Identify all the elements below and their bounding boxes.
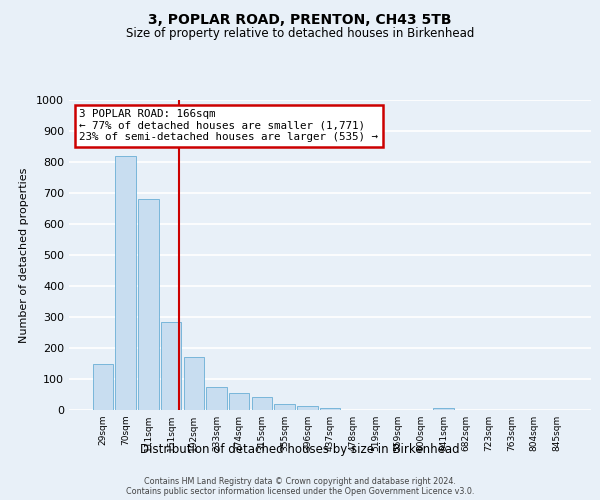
Bar <box>161 322 181 410</box>
Bar <box>229 393 250 410</box>
Bar <box>433 408 454 410</box>
Bar <box>274 404 295 410</box>
Bar <box>138 199 158 410</box>
Text: Size of property relative to detached houses in Birkenhead: Size of property relative to detached ho… <box>126 28 474 40</box>
Bar <box>206 387 227 410</box>
Text: 3, POPLAR ROAD, PRENTON, CH43 5TB: 3, POPLAR ROAD, PRENTON, CH43 5TB <box>148 12 452 26</box>
Y-axis label: Number of detached properties: Number of detached properties <box>19 168 29 342</box>
Text: Distribution of detached houses by size in Birkenhead: Distribution of detached houses by size … <box>140 444 460 456</box>
Bar <box>184 358 204 410</box>
Bar <box>115 156 136 410</box>
Bar <box>93 364 113 410</box>
Bar <box>251 397 272 410</box>
Text: Contains public sector information licensed under the Open Government Licence v3: Contains public sector information licen… <box>126 486 474 496</box>
Text: Contains HM Land Registry data © Crown copyright and database right 2024.: Contains HM Land Registry data © Crown c… <box>144 476 456 486</box>
Bar <box>297 406 317 410</box>
Bar <box>320 408 340 410</box>
Text: 3 POPLAR ROAD: 166sqm
← 77% of detached houses are smaller (1,771)
23% of semi-d: 3 POPLAR ROAD: 166sqm ← 77% of detached … <box>79 110 379 142</box>
